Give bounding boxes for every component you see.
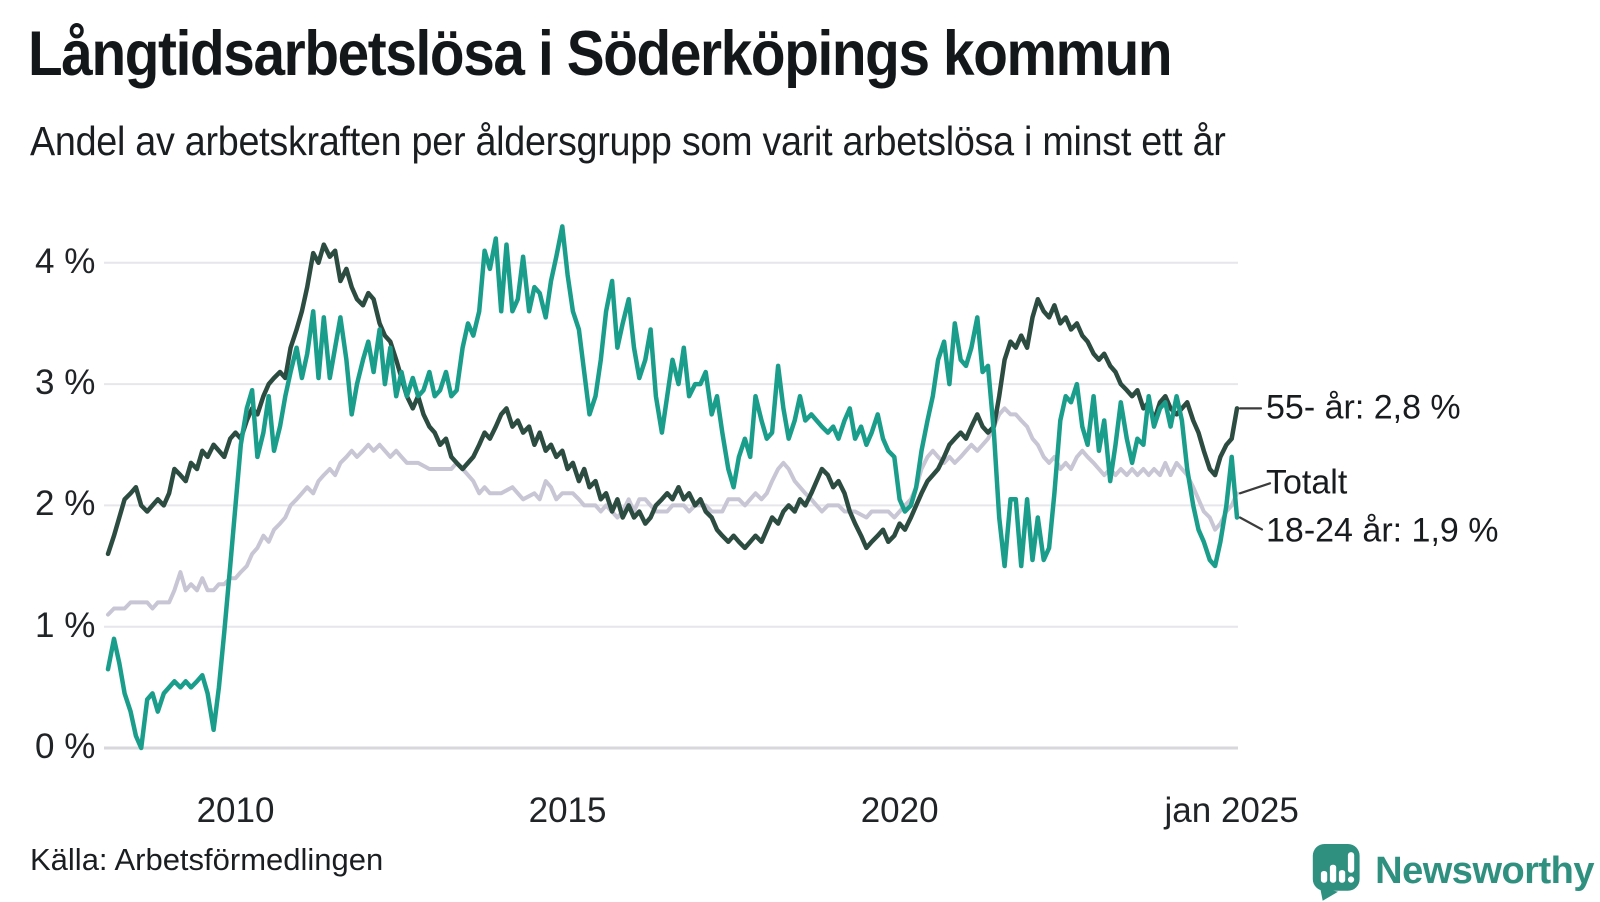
x-axis-tick-label-2015: 2015 <box>528 791 607 830</box>
brand-name: Newsworthy <box>1375 849 1594 892</box>
series-line-55-plus <box>105 242 1240 557</box>
page-title: Långtidsarbetslösa i Söderköpings kommun <box>28 19 1173 89</box>
x-axis-tick-label-2010: 2010 <box>196 791 275 830</box>
series-line-18-24 <box>105 224 1240 751</box>
annotation-connector-total <box>1238 482 1272 495</box>
y-axis-tick-label-0: 0 % <box>35 727 96 767</box>
y-axis-tick-label-3: 3 % <box>35 363 96 403</box>
x-axis-tick-label-2020: 2020 <box>860 791 939 830</box>
source-note: Källa: Arbetsförmedlingen <box>30 842 384 877</box>
y-axis-tick-label-4: 4 % <box>35 241 96 281</box>
series-end-label-total: Totalt <box>1266 463 1348 502</box>
newsworthy-logo-icon <box>1312 844 1360 901</box>
series-end-label-18-24: 18-24 år: 1,9 % <box>1266 511 1499 550</box>
annotation-connector-18-24 <box>1238 516 1264 531</box>
y-axis-tick-label-2: 2 % <box>35 484 96 524</box>
brand-footer: Newsworthy <box>1311 840 1594 902</box>
series-line-total <box>106 406 1239 617</box>
chart-subtitle: Andel av arbetskraften per åldersgrupp s… <box>30 118 1226 164</box>
series-end-label-55-plus: 55- år: 2,8 % <box>1266 388 1461 427</box>
x-axis-tick-label-2025: jan 2025 <box>1164 791 1299 830</box>
y-axis-tick-label-1: 1 % <box>35 605 96 645</box>
